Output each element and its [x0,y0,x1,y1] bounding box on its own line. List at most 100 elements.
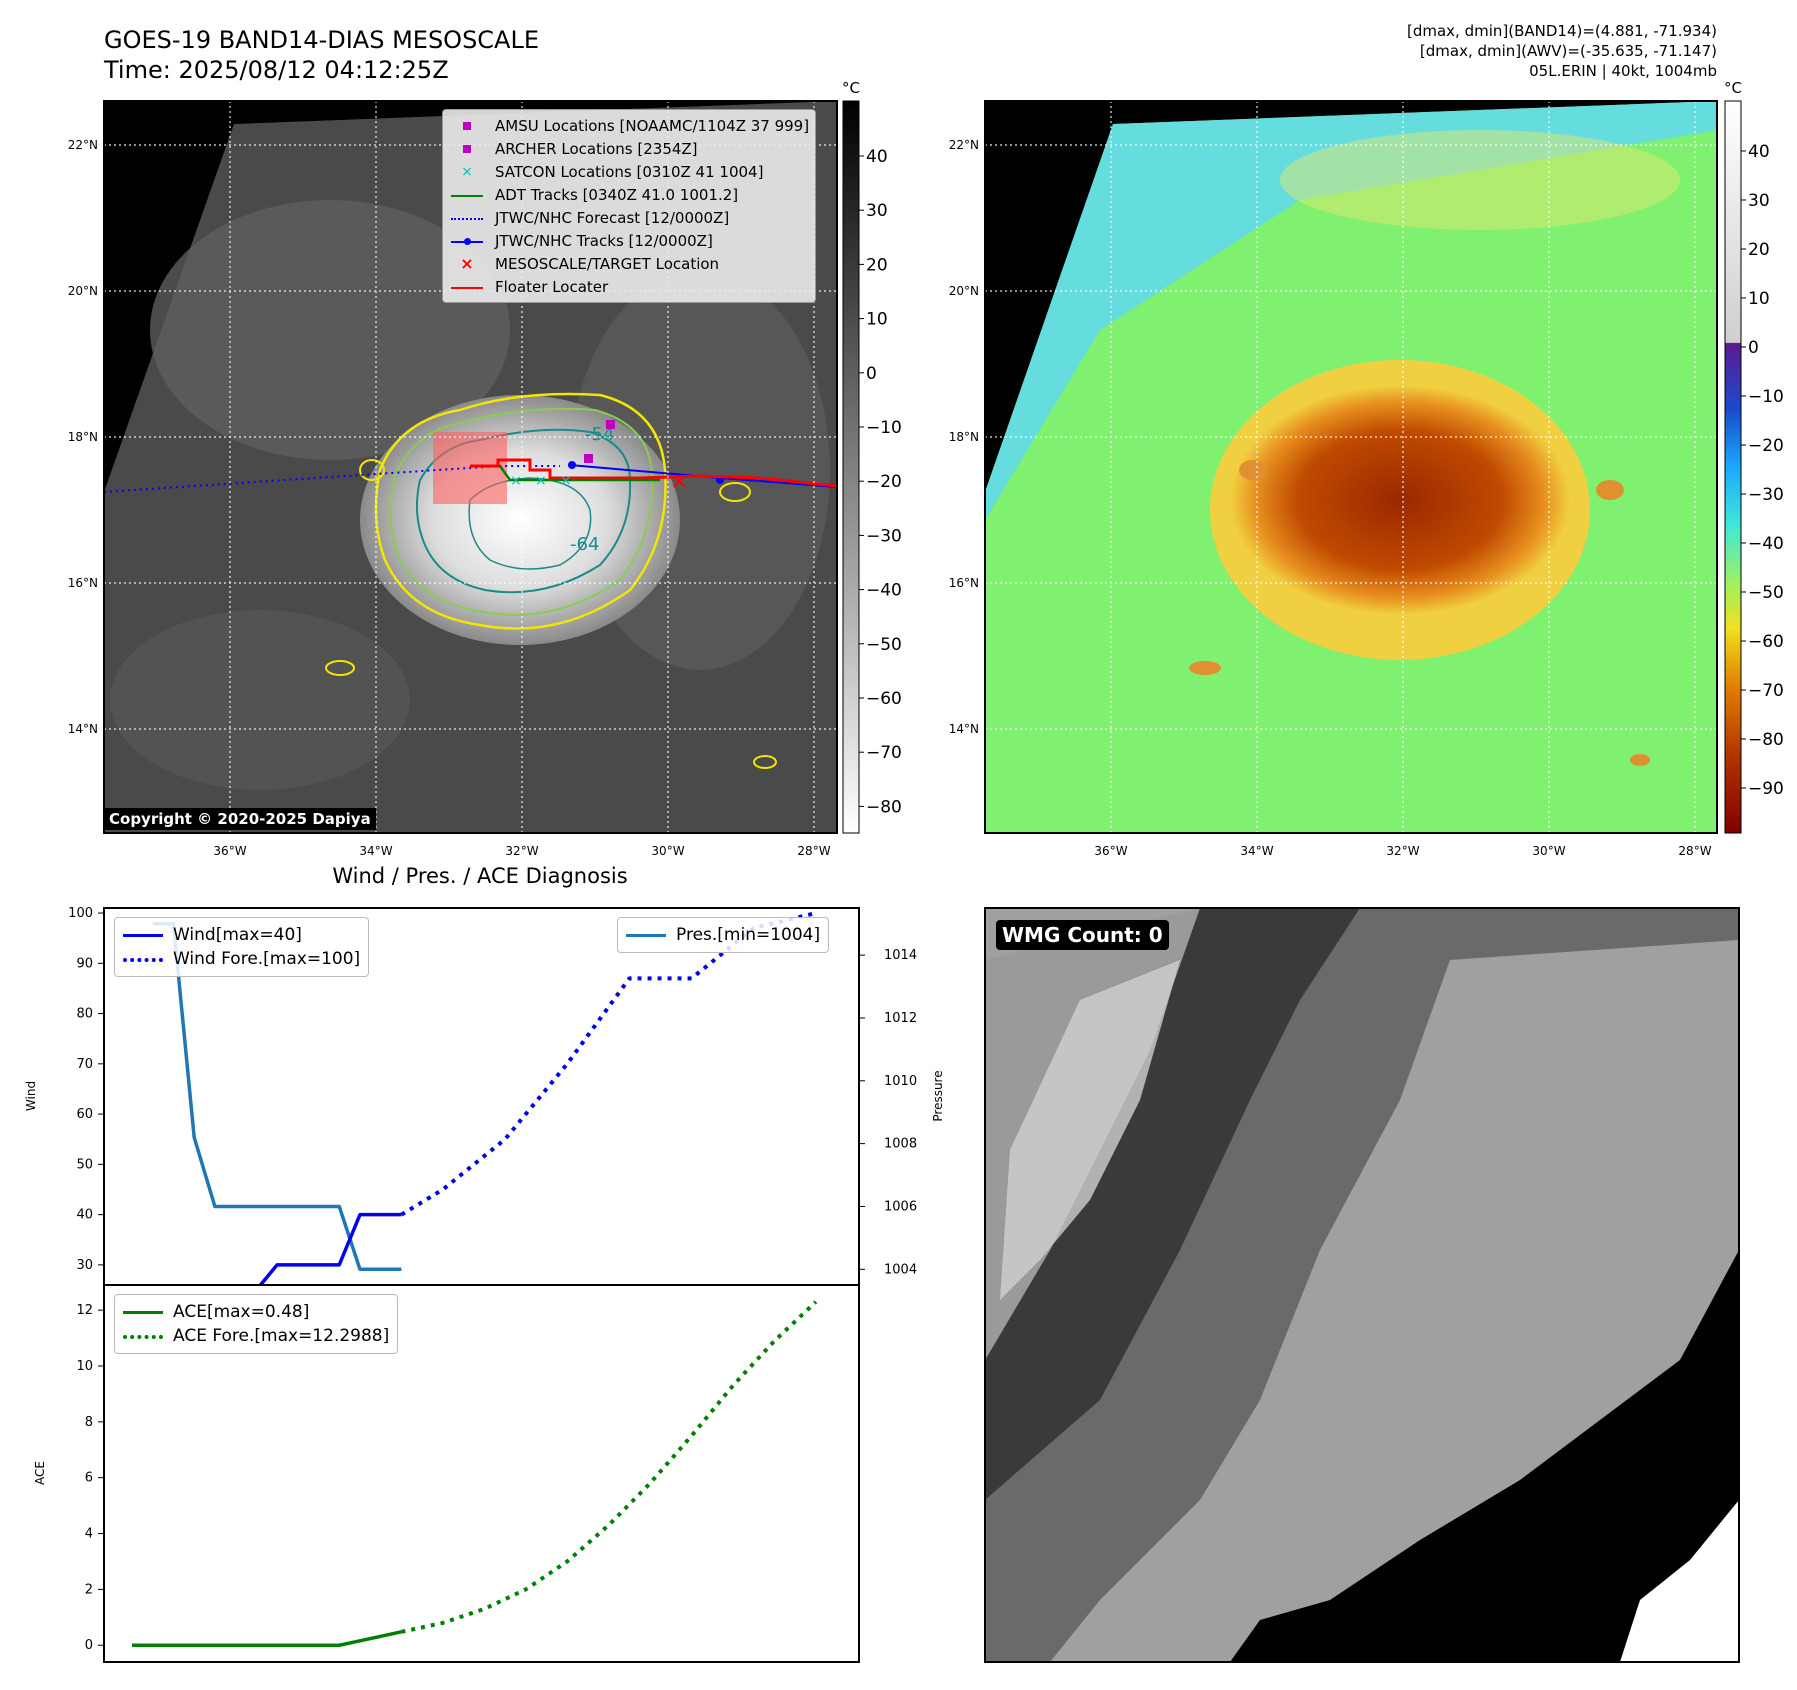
ir-gray-colorbar [842,100,860,834]
diag-info-line3: 05L.ERIN | 40kt, 1004mb [1529,62,1717,80]
colorbar-tick-label: −20 [866,472,902,492]
solid-line-icon [123,927,163,943]
dotted-line-icon [123,1328,163,1344]
colorbar-tick-label: 20 [1748,240,1770,260]
pressure-series-line [152,921,402,1272]
wmg-count-label: WMG Count: 0 [996,920,1169,950]
contour-green [389,407,654,616]
legend-archer: ARCHER Locations [2354Z] [449,137,809,160]
overlay-legend: AMSU Locations [NOAAMC/1104Z 37 999] ARC… [442,109,817,303]
wmg-band-mid [985,908,1739,1662]
legend-pres: Pres.[min=1004] [626,923,820,947]
pres-legend: Pres.[min=1004] [617,917,830,953]
cold-dry-region [985,101,1717,520]
y-tick-label: 100 [68,906,93,921]
colorbar-tick-label: 30 [1748,191,1770,211]
floater-track [470,458,837,488]
y-tick-label: 4 [85,1527,93,1542]
colorbar-tick-label: −90 [1748,779,1784,799]
square-marker-icon [449,142,485,156]
colorbar-tick-label: 10 [866,310,888,330]
legend-label: SATCON Locations [0310Z 41 1004] [495,162,764,181]
colorbar-unit: °C [1724,79,1742,97]
legend-label: JTWC/NHC Forecast [12/0000Z] [495,208,730,227]
colorbar-tick-label: −50 [866,635,902,655]
y-tick-label: 70 [76,1057,93,1072]
diag-info-line1: [dmax, dmin](BAND14)=(4.881, -71.934) [1406,22,1717,40]
lon-tick-label: 28°W [797,844,830,858]
contour-label-54: -54 [585,424,614,445]
y-tick-label: 30 [76,1258,93,1273]
legend-target: × MESOSCALE/TARGET Location [449,252,809,275]
line-marker-icon [449,280,485,294]
plot-title: Wind / Pres. / ACE Diagnosis [332,864,628,888]
y-tick-label: 12 [76,1303,93,1318]
square-marker-icon [449,119,485,133]
wind-legend: Wind[max=40] Wind Fore.[max=100] [114,917,370,977]
y2-tick-label: 1010 [884,1074,917,1089]
legend-label: AMSU Locations [NOAAMC/1104Z 37 999] [495,116,810,135]
colorbar-tick-label: −50 [1748,583,1784,603]
legend-label: ARCHER Locations [2354Z] [495,139,698,158]
wmg-band-pale [1000,960,1180,1300]
colorbar-tick-label: 0 [1748,338,1759,358]
y-tick-label: 8 [85,1415,93,1430]
legend-label: ACE[max=0.48] [173,1302,310,1322]
lat-tick-label: 14°N [68,722,98,736]
colorbar-tick-label: −40 [1748,534,1784,554]
wmg-panel [985,908,1739,1662]
y2-tick-label: 1006 [884,1199,917,1214]
legend-label: ACE Fore.[max=12.2988] [173,1326,390,1346]
y-tick-label: 60 [76,1107,93,1122]
legend-label: Wind Fore.[max=100] [173,949,361,969]
lat-tick-label: 16°N [68,576,98,590]
lat-tick-label: 18°N [949,430,979,444]
target-marker: × [670,469,688,494]
lon-tick-label: 34°W [359,844,392,858]
line-marker-icon [449,188,485,202]
y-axis-label: Wind [24,1081,38,1111]
y2-tick-label: 1014 [884,948,917,963]
awv-map-panel [985,101,1717,833]
lon-tick-label: 30°W [651,844,684,858]
y-tick-label: 50 [76,1157,93,1172]
lon-tick-label: 28°W [1678,844,1711,858]
colorbar-tick-label: −20 [1748,436,1784,456]
contour-teal-inner [468,477,592,570]
y-axis-label: ACE [33,1461,47,1485]
ace-legend: ACE[max=0.48] ACE Fore.[max=12.2988] [114,1294,399,1354]
lon-tick-label: 36°W [213,844,246,858]
lat-tick-label: 20°N [68,284,98,298]
legend-wind: Wind[max=40] [123,923,360,947]
y-tick-label: 40 [76,1208,93,1223]
colorbar-tick-label: −60 [866,689,902,709]
svg-text:×: × [535,473,547,489]
colorbar-tick-label: −70 [866,743,902,763]
colorbar-tick-label: −10 [1748,387,1784,407]
y-tick-label: 90 [76,956,93,971]
lon-tick-label: 30°W [1532,844,1565,858]
dotted-line-icon [449,211,485,225]
copyright-label: Copyright © 2020-2025 Dapiya [104,808,376,830]
colorbar-tick-label: −80 [1748,730,1784,750]
solid-line-icon [123,1304,163,1320]
y-tick-label: 80 [76,1007,93,1022]
awv-color-colorbar [1724,100,1742,834]
colorbar-tick-label: −40 [866,581,902,601]
legend-amsu: AMSU Locations [NOAAMC/1104Z 37 999] [449,114,809,137]
legend-label: Floater Locater [495,277,609,296]
colorbar-tick-label: 30 [866,201,888,221]
colorbar-tick-label: −70 [1748,681,1784,701]
y-tick-label: 6 [85,1471,93,1486]
x-marker-icon: × [461,163,473,180]
legend-wind-fore: Wind Fore.[max=100] [123,947,360,971]
figure-title-line1: GOES-19 BAND14-DIAS MESOSCALE [104,26,540,54]
legend-label: ADT Tracks [0340Z 41.0 1001.2] [495,185,739,204]
legend-ace-fore: ACE Fore.[max=12.2988] [123,1324,389,1348]
colorbar-tick-label: 10 [1748,289,1770,309]
legend-ace: ACE[max=0.48] [123,1300,389,1324]
legend-label: Wind[max=40] [173,925,302,945]
contour-label-64: -64 [570,534,599,555]
lat-tick-label: 18°N [68,430,98,444]
